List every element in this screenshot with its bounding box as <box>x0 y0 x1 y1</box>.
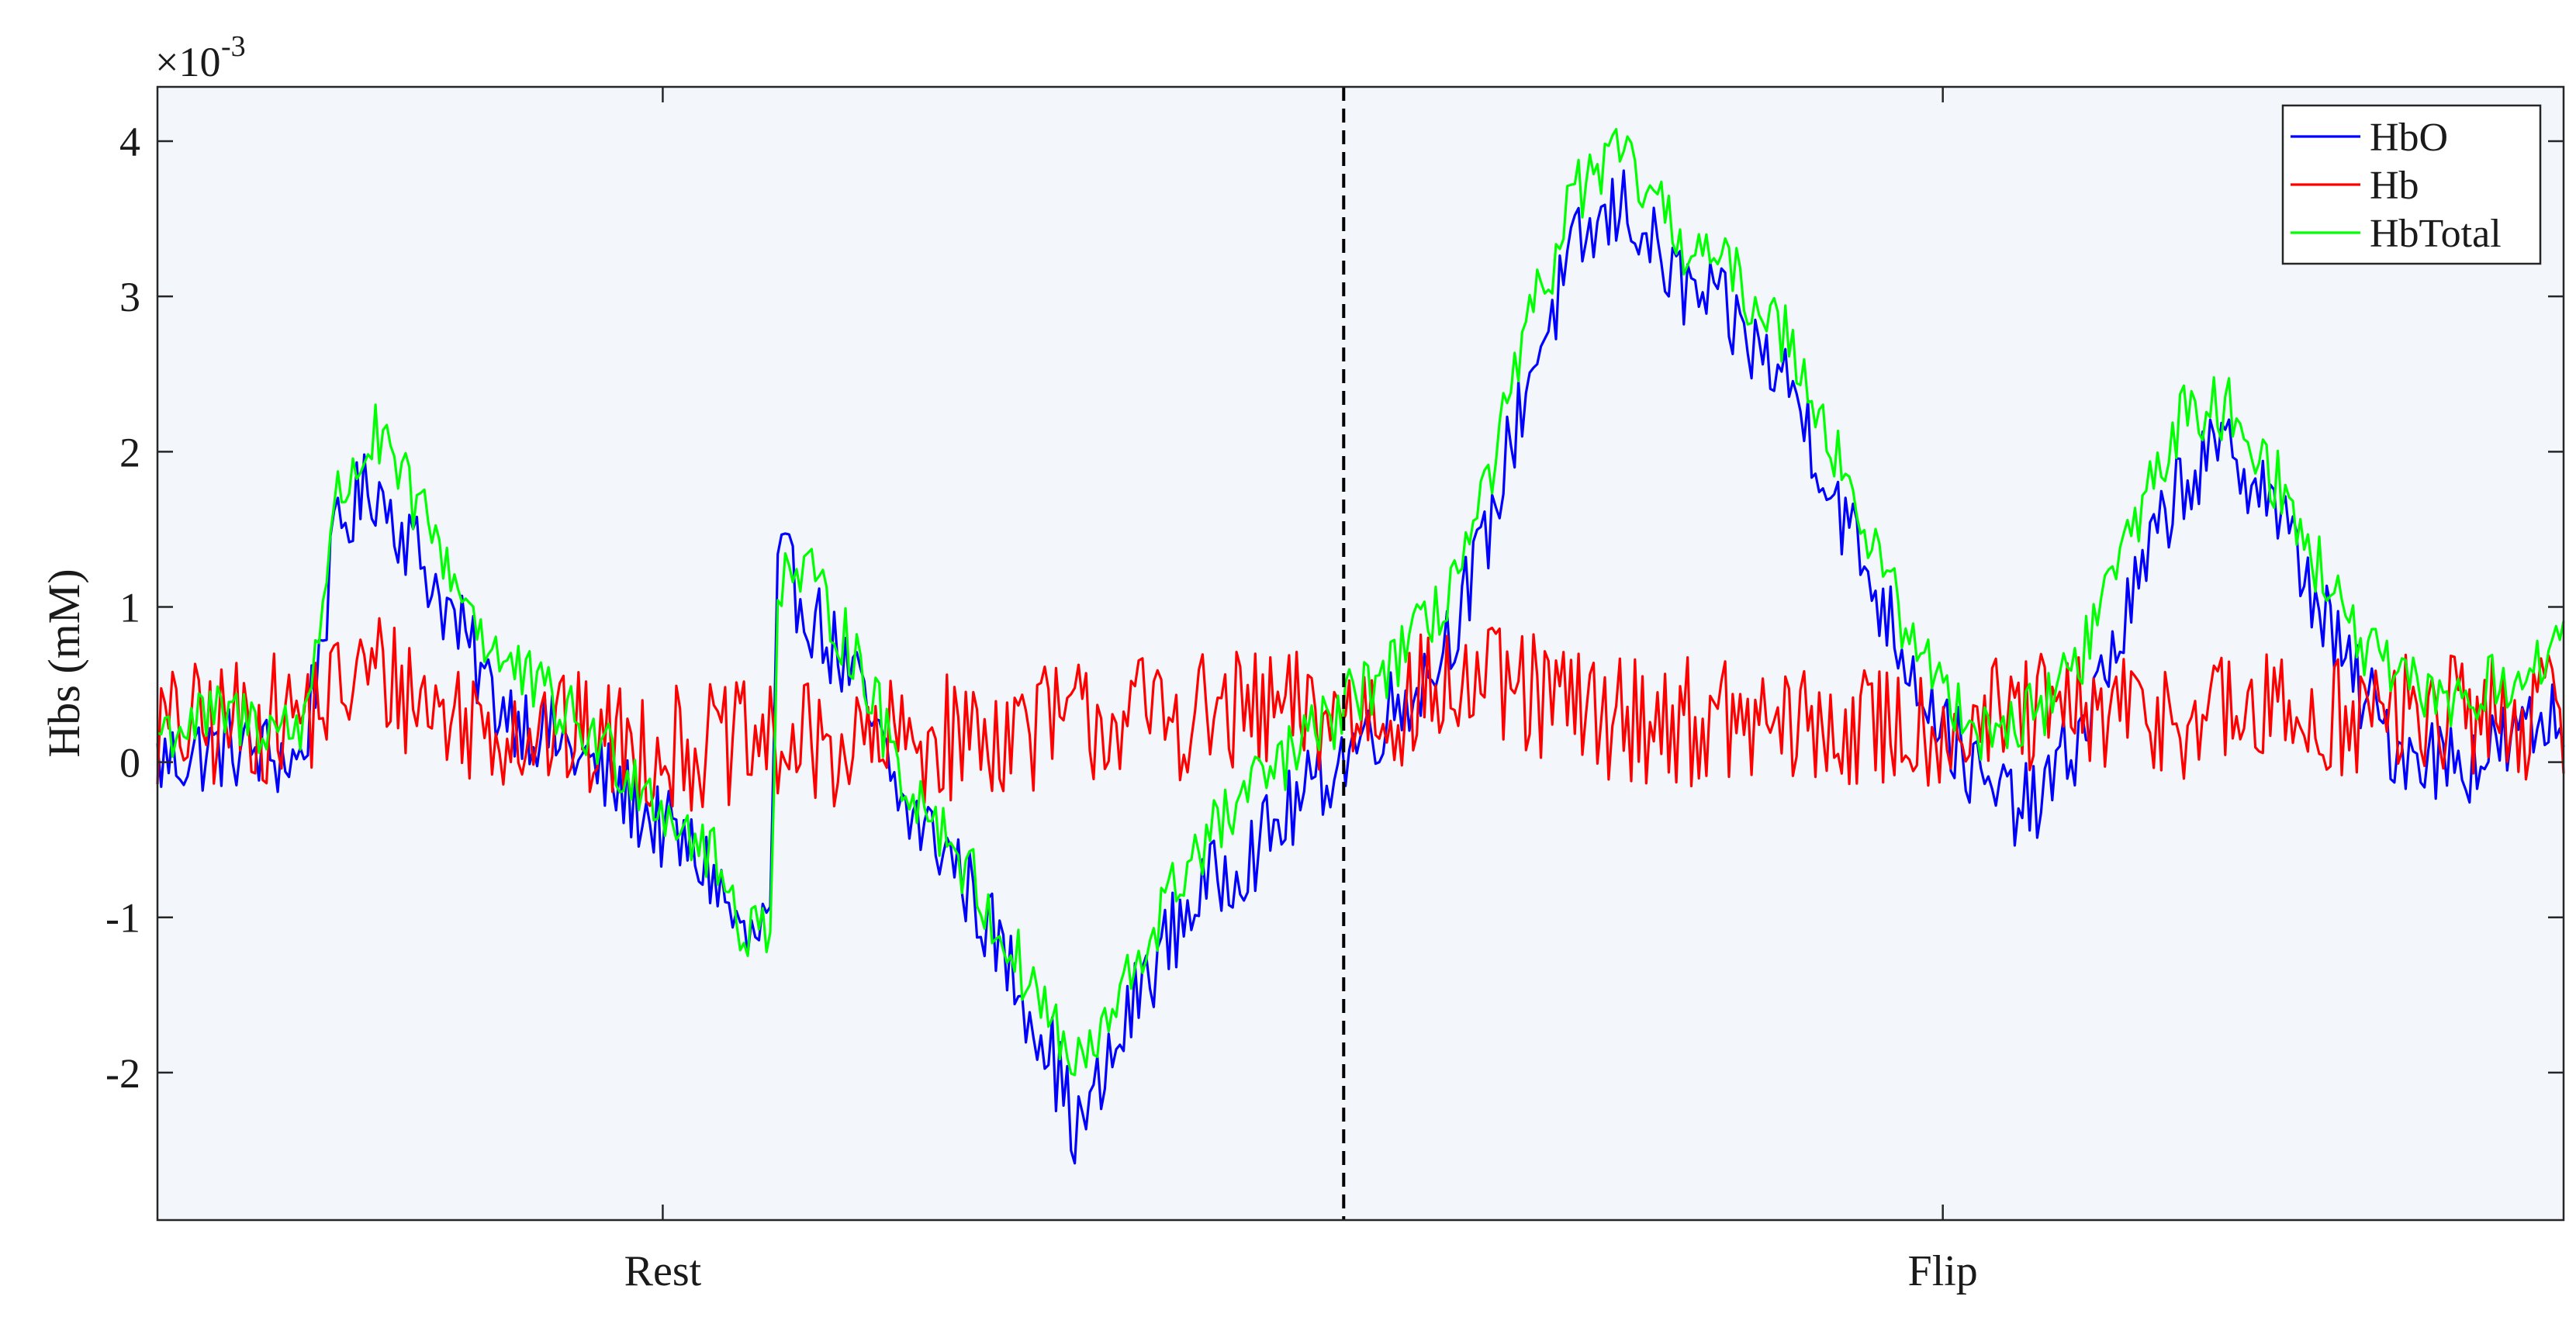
y-tick-label: 2 <box>119 429 140 475</box>
series-layer <box>156 127 2565 1165</box>
x-tick-label-rest: Rest <box>624 1247 702 1295</box>
y-exponent-power: -3 <box>221 30 246 63</box>
y-tick-label: 4 <box>119 119 140 165</box>
y-tick-label: -1 <box>105 895 140 942</box>
series-line-hb <box>156 617 2565 812</box>
plot-area-background <box>157 87 2564 1220</box>
series-line-hbo <box>156 169 2565 1165</box>
series-line-hbtotal <box>157 127 2565 1077</box>
x-axis: Rest Flip <box>624 87 1978 1295</box>
y-exponent-label: ×10 <box>155 39 220 85</box>
legend-label-hb: Hb <box>2370 164 2419 208</box>
x-tick-label-flip: Flip <box>1908 1247 1978 1295</box>
y-axis: -2 -1 0 1 2 3 4 <box>105 119 2564 1097</box>
plot-frame <box>156 85 2565 1222</box>
legend-label-hbo: HbO <box>2370 116 2448 160</box>
y-axis-label: Hbs (mM) <box>39 569 89 757</box>
y-tick-label: 3 <box>119 274 140 320</box>
y-tick-label: -2 <box>105 1050 140 1097</box>
legend-label-hbtotal: HbTotal <box>2370 212 2502 256</box>
y-tick-label: 1 <box>119 584 140 631</box>
y-tick-label: 0 <box>119 740 140 786</box>
